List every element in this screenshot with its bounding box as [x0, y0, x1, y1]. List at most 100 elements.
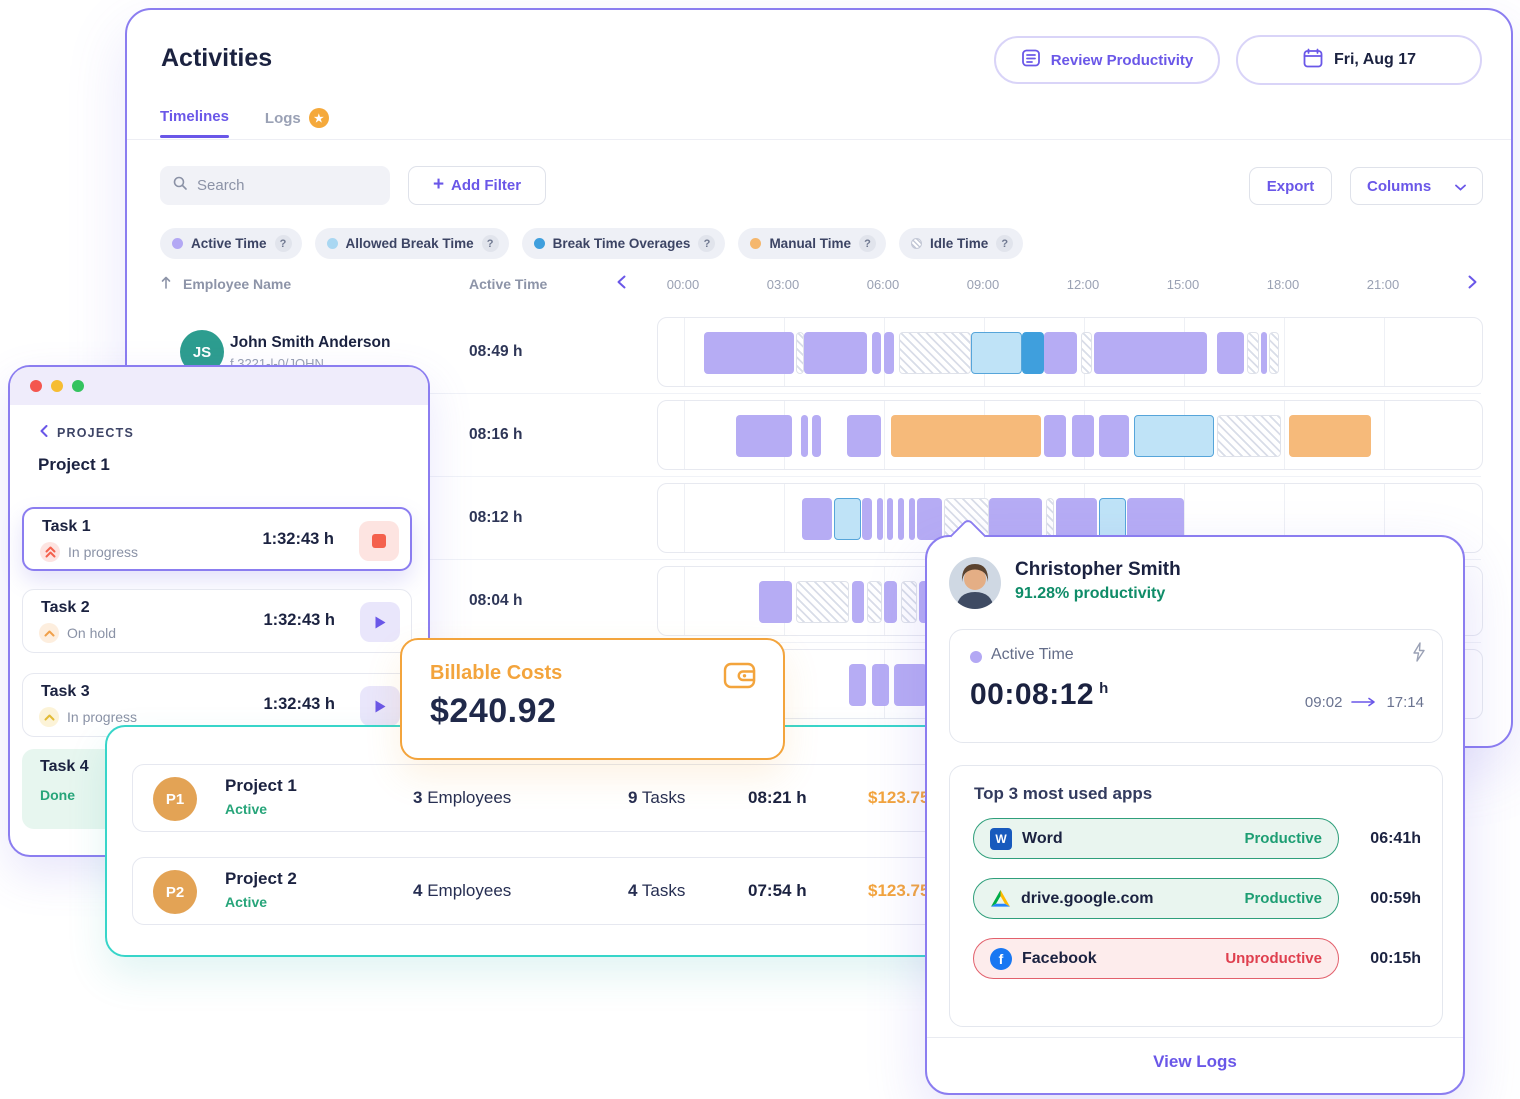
help-icon[interactable]: ?: [996, 235, 1014, 252]
tab-timelines[interactable]: Timelines: [160, 108, 229, 138]
review-productivity-button[interactable]: Review Productivity: [994, 36, 1220, 84]
timeline-segment-active[interactable]: [898, 498, 904, 540]
stop-button[interactable]: [359, 521, 399, 561]
project-time: 07:54 h: [748, 881, 807, 900]
task-card-task-1[interactable]: Task 1 In progress 1:32:43 h: [22, 507, 412, 571]
timeline-segment-active[interactable]: [800, 415, 808, 457]
timeline-segment-active[interactable]: [884, 581, 898, 623]
timeline-segment-active[interactable]: [887, 498, 894, 540]
timeline-segment-active[interactable]: [1217, 332, 1244, 374]
legend-chip-idle-time[interactable]: Idle Time?: [898, 228, 1024, 259]
timeline-segment-active[interactable]: [1094, 332, 1208, 374]
active-time-header[interactable]: Active Time: [469, 276, 548, 292]
date-picker-button[interactable]: Fri, Aug 17: [1236, 35, 1482, 85]
timeline-segment-active[interactable]: [1044, 332, 1078, 374]
timeline-segment-idle[interactable]: [1247, 332, 1259, 374]
timeline-segment-idle[interactable]: [1080, 332, 1093, 374]
app-pill-drive-google-com[interactable]: drive.google.com Productive: [973, 878, 1339, 919]
timeline-segment-active[interactable]: [884, 332, 894, 374]
timeline-segment-active[interactable]: [812, 415, 821, 457]
back-to-projects[interactable]: PROJECTS: [40, 425, 134, 440]
timeline-segment-active[interactable]: [849, 664, 866, 706]
task-status-label: On hold: [67, 625, 117, 641]
help-icon[interactable]: ?: [858, 235, 876, 252]
timeline-segment-active[interactable]: [989, 498, 1043, 540]
timeline-segment-idle[interactable]: [900, 581, 918, 623]
timeline-segment-active[interactable]: [876, 498, 883, 540]
timeline-segment-active[interactable]: [872, 664, 889, 706]
timeline-segment-active[interactable]: [1072, 415, 1094, 457]
timeline-segment-active[interactable]: [852, 581, 864, 623]
task-card-task-2[interactable]: Task 2 On hold 1:32:43 h: [22, 589, 412, 653]
timeline-segment-active[interactable]: [1127, 498, 1184, 540]
hour-label: 00:00: [666, 277, 700, 292]
tab-logs[interactable]: Logs ★: [265, 108, 329, 141]
zoom-dot-icon[interactable]: [72, 380, 84, 392]
legend-chip-manual-time[interactable]: Manual Time?: [738, 228, 886, 259]
app-row: f Facebook Unproductive 00:15h: [973, 938, 1421, 979]
employee-row[interactable]: 08:16 h: [127, 400, 1511, 477]
play-button[interactable]: [360, 686, 400, 726]
timeline-segment-active[interactable]: [1099, 415, 1129, 457]
task-timer: 1:32:43 h: [263, 611, 335, 629]
gridline: [684, 484, 685, 552]
timeline-segment-idle[interactable]: [1045, 498, 1054, 540]
timeline-segment-manual[interactable]: [890, 415, 1041, 457]
timeline-segment-break[interactable]: [1099, 498, 1126, 540]
add-filter-button[interactable]: + Add Filter: [408, 166, 546, 205]
app-pill-word[interactable]: W Word Productive: [973, 818, 1339, 859]
timeline-segment-active[interactable]: [1260, 332, 1268, 374]
timeline-segment-active[interactable]: [894, 664, 928, 706]
timeline-prev-icon[interactable]: [617, 275, 626, 294]
legend-chip-break-time-overages[interactable]: Break Time Overages?: [521, 228, 726, 259]
minimize-dot-icon[interactable]: [51, 380, 63, 392]
employee-name-header[interactable]: Employee Name: [183, 276, 292, 292]
timeline-segment-active[interactable]: [847, 415, 881, 457]
legend-chip-allowed-break-time[interactable]: Allowed Break Time?: [314, 228, 509, 259]
timeline-segment-active[interactable]: [862, 498, 873, 540]
help-icon[interactable]: ?: [698, 235, 716, 252]
app-pill-facebook[interactable]: f Facebook Unproductive: [973, 938, 1339, 979]
timeline-segment-active[interactable]: [804, 332, 868, 374]
gridline: [1384, 318, 1385, 386]
search-input[interactable]: [197, 177, 378, 194]
timeline-segment-idle[interactable]: [795, 581, 849, 623]
timeline-segment-manual[interactable]: [1289, 415, 1371, 457]
timeline-segment-overage[interactable]: [1022, 332, 1044, 374]
view-logs-link[interactable]: View Logs: [1153, 1052, 1237, 1071]
columns-dropdown[interactable]: Columns: [1350, 167, 1483, 205]
timeline-segment-break[interactable]: [1134, 415, 1214, 457]
export-button[interactable]: Export: [1249, 167, 1332, 205]
timeline-segment-break[interactable]: [970, 332, 1023, 374]
timeline-segment-active[interactable]: [917, 498, 943, 540]
timeline-next-icon[interactable]: [1468, 275, 1477, 294]
active-time-value: 08:49 h: [469, 343, 523, 360]
timeline-segment-break[interactable]: [834, 498, 861, 540]
timeline-segment-active[interactable]: [735, 415, 793, 457]
help-icon[interactable]: ?: [481, 235, 499, 252]
timeline-segment-active[interactable]: [872, 332, 881, 374]
legend-chip-active-time[interactable]: Active Time?: [160, 228, 302, 259]
timeline-segment-active[interactable]: [908, 498, 915, 540]
sort-asc-icon[interactable]: [161, 276, 171, 294]
help-icon[interactable]: ?: [274, 235, 292, 252]
close-dot-icon[interactable]: [30, 380, 42, 392]
play-button[interactable]: [360, 602, 400, 642]
calendar-icon: [1302, 47, 1324, 74]
timeline-segment-active[interactable]: [704, 332, 794, 374]
timeline-segment-active[interactable]: [1044, 415, 1066, 457]
timeline-segment-idle[interactable]: [899, 332, 971, 374]
app-status: Productive: [1244, 890, 1322, 907]
timeline-segment-idle[interactable]: [795, 332, 804, 374]
timeline-segment-idle[interactable]: [1269, 332, 1279, 374]
timeline-segment-idle[interactable]: [1217, 415, 1281, 457]
timeline-segment-idle[interactable]: [867, 581, 883, 623]
active-time-card: Active Time 00:08:12 h 09:02 17:14: [949, 629, 1443, 743]
bolt-icon[interactable]: [1412, 642, 1426, 667]
timeline-box: [657, 317, 1483, 387]
timeline-segment-active[interactable]: [1055, 498, 1098, 540]
timeline-segment-active[interactable]: [759, 581, 793, 623]
tabs: Timelines Logs ★: [160, 108, 329, 141]
timeline-segment-active[interactable]: [802, 498, 833, 540]
search-box[interactable]: [160, 166, 390, 205]
